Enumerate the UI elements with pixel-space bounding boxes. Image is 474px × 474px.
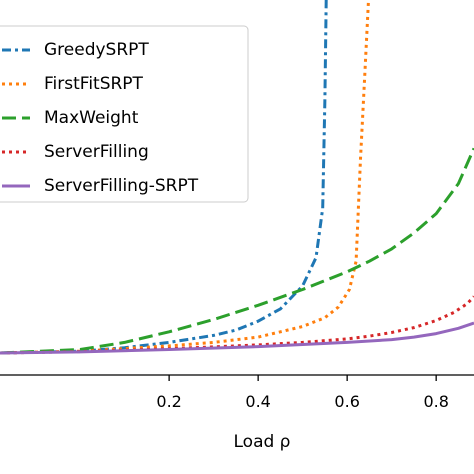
legend: GreedySRPT FirstFitSRPT MaxWeight ServerFil… [0,25,249,203]
legend-label-4: ServerFilling-SRPT [44,176,199,196]
legend-label-3: ServerFilling [44,142,149,162]
series-line-2 [0,147,474,355]
x-tick-label: 0.2 [156,392,181,411]
axes: 0.2 0.4 0.6 0.8 [0,374,474,411]
series-line-1 [0,0,370,355]
series-line-4 [0,321,474,355]
x-axis-label: Load ρ [234,432,291,452]
legend-label-0: GreedySRPT [44,40,149,60]
x-tick-label: 0.4 [245,392,270,411]
series-line-0 [0,0,328,355]
legend-label-2: MaxWeight [44,108,139,128]
legend-label-1: FirstFitSRPT [44,74,144,94]
legend-box [0,25,249,203]
series-line-3 [0,295,474,355]
series-lines [0,0,474,355]
x-tick-label: 0.8 [423,392,448,411]
x-tick-label: 0.6 [334,392,359,411]
